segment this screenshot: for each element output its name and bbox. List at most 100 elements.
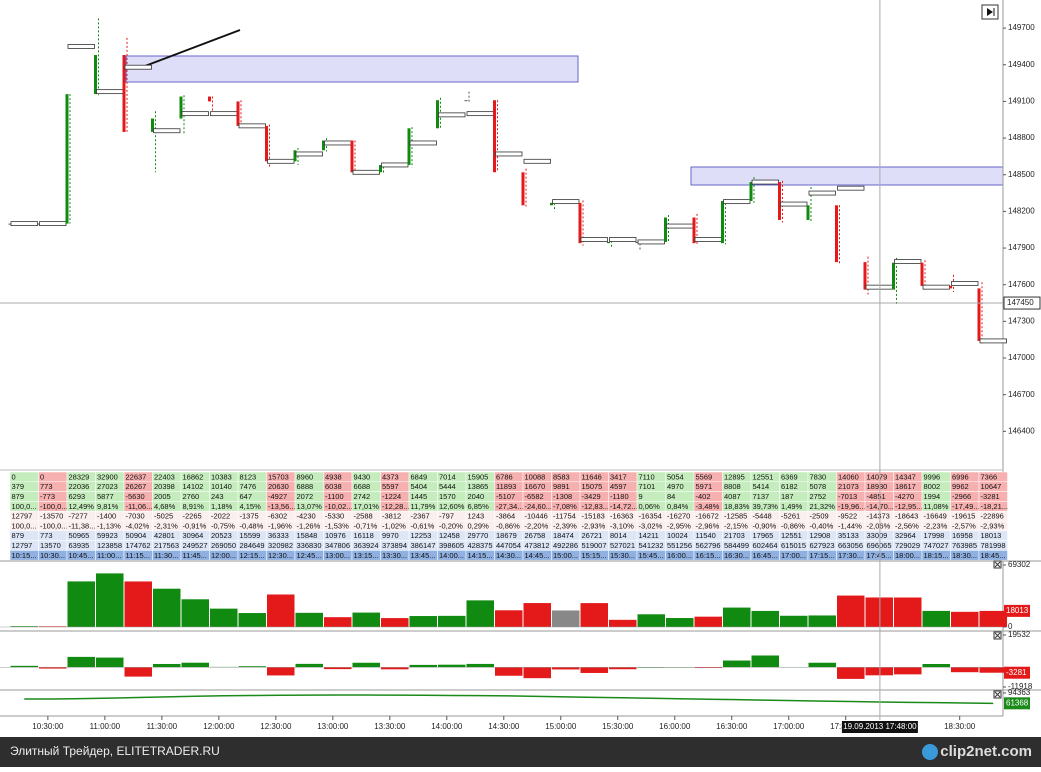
y-tick-label: 148200 [1008,207,1035,216]
table-cell-text: 9996 [924,472,941,481]
table-cell-text: 22637 [126,472,147,481]
table-cell-text: 18474 [553,531,574,540]
table-cell-text: 584499 [724,541,749,550]
x-tick-label: 16:30:00 [716,722,748,731]
x-tick-label: 14:00:00 [431,722,463,731]
bar [837,595,865,627]
table-cell-text: -2966 [952,492,971,501]
table-cell-text: 249527 [183,541,208,550]
bar [580,603,608,627]
table-cell-text: 551256 [667,541,692,550]
bar [96,657,124,668]
table-cell-text: -11,38... [69,521,96,530]
table-cell-text: 13865 [468,482,489,491]
table-cell-text: -2,56% [895,521,919,530]
table-cell-text: 8002 [924,482,941,491]
table-cell-text: 10383 [211,472,232,481]
bar [865,597,893,627]
x-tick-label: 14:30:00 [488,722,520,731]
table-cell-text: -0,71% [354,521,378,530]
bar [609,619,637,627]
table-cell-text: 647 [240,492,253,501]
table-cell-text: 5971 [696,482,713,491]
table-cell-text: 428375 [468,541,493,550]
table-cell-text: -2,20% [525,521,549,530]
table-cell-text: 447054 [496,541,521,550]
table-cell [978,550,1008,561]
table-cell-text: 20398 [154,482,175,491]
table-cell-text: 11,08% [924,502,949,511]
table-cell-text: 9430 [354,472,371,481]
table-cell-text: -5630 [126,492,145,501]
table-cell-text: 33009 [867,531,888,540]
line [24,694,994,705]
y-tick-label: 94363 [1008,688,1031,697]
table-cell-text: 2072 [297,492,314,501]
y-tick-label: 149400 [1008,60,1035,69]
table-cell-text: 50965 [69,531,90,540]
table-cell-text: -27,34... [496,502,524,511]
table-cell-text: 15:30... [610,551,635,560]
bar [67,581,95,627]
table-cell-text: 18930 [867,482,888,491]
bar [552,610,580,627]
bar [637,614,665,627]
bar [124,581,152,627]
table-cell-text: -5330 [325,512,344,521]
table-cell-text: 84 [667,492,675,501]
x-tick-label: 10:30:00 [32,722,64,731]
table-cell-text: 8123 [240,472,257,481]
x-tick-label: 16:00:00 [659,722,691,731]
table-cell-text: 7014 [439,472,456,481]
table-cell-text: -14373 [867,512,890,521]
table-cell-text: 379 [12,482,25,491]
close-panel[interactable] [993,560,1002,569]
poc-box [808,190,836,196]
bar [267,667,295,676]
poc-box [466,111,494,117]
table-cell-text: -2588 [354,512,373,521]
y-tick-label: 146700 [1008,390,1035,399]
table-cell-text: 12551 [753,472,774,481]
bar [894,597,922,627]
table-cell-text: 17998 [924,531,945,540]
table-cell-text: 6996 [952,472,969,481]
table-cell-text: 492286 [553,541,578,550]
table-cell-text: 6849 [411,472,428,481]
bar [96,573,124,627]
table-cell-text: 7110 [639,472,655,481]
table-cell-text: -16672 [696,512,719,521]
table-cell-text: -5261 [781,512,800,521]
table-cell-text: 13:00... [325,551,350,560]
bar [495,610,523,627]
table-cell-text: -2,15% [724,521,748,530]
table-cell-text: -2,96% [696,521,720,530]
poc-box [894,259,922,264]
table-cell-text: -4270 [895,492,914,501]
table-cell-text: 21073 [838,482,859,491]
table-cell-text: 4373 [382,472,399,481]
table-cell-text: -2,06% [867,521,891,530]
table-cell-text: 7101 [639,482,656,491]
table-cell-text: 7366 [981,472,998,481]
poc-box [96,89,124,95]
poc-box [552,199,580,205]
bar [666,618,694,627]
table-cell-text: 39,73% [753,502,779,511]
table-cell-text: 243 [211,492,224,501]
table-cell-text: 16118 [354,531,374,540]
close-panel[interactable] [993,690,1002,699]
footer-logo: clip2net.com [940,743,1032,760]
play-button[interactable] [981,4,999,20]
close-panel[interactable] [993,631,1002,640]
table-cell-text: 15:00... [553,551,578,560]
table-cell-text: 12908 [810,531,831,540]
x-tick-label: 18:30:00 [944,722,976,731]
table-cell-text: 386147 [411,541,436,550]
table-cell-text: -16363 [610,512,633,521]
bar [780,615,808,627]
table-cell-text: 763985 [952,541,977,550]
table-cell-text: 8583 [553,472,570,481]
table-cell-text: -13,56... [268,502,296,511]
table-cell-text: 12895 [724,472,745,481]
